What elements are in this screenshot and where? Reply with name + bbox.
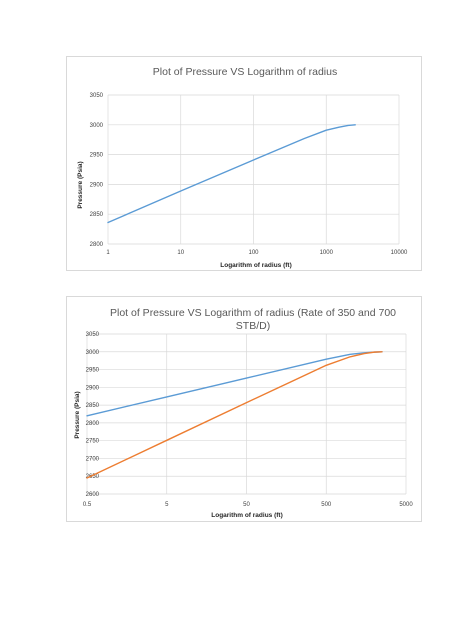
- chart-1-x-tick-label: 10000: [391, 250, 408, 256]
- chart-1-x-tick-label: 1: [106, 250, 110, 256]
- chart-2-x-tick-label: 0.5: [83, 502, 92, 508]
- chart-1-y-axis-label: Pressure (Psia): [77, 161, 84, 208]
- chart-2-x-tick-label: 5: [165, 502, 169, 508]
- chart-2-x-tick-label: 500: [321, 502, 332, 508]
- chart-1-y-tick-label: 2900: [90, 182, 104, 188]
- chart-1-y-tick-label: 3000: [90, 123, 104, 129]
- chart-1-x-tick-labels: 1 10 100 1000 10000: [106, 250, 408, 256]
- chart-1-series: [107, 124, 356, 224]
- chart-1-title: Plot of Pressure VS Logarithm of radius: [153, 66, 337, 78]
- chart-2-y-tick-label: 2650: [86, 474, 100, 480]
- chart-2-x-tick-labels: 0.5 5 50 500 5000: [83, 502, 414, 508]
- chart-1-y-tick-label: 2800: [90, 242, 104, 248]
- chart-2-title-line-2: STB/D): [236, 320, 270, 332]
- chart-1-x-tick-label: 1000: [320, 250, 334, 256]
- chart-2-series: [86, 351, 383, 479]
- chart-1-y-tick-label: 3050: [90, 93, 104, 99]
- chart-2-y-tick-label: 2900: [86, 385, 100, 391]
- chart-2-y-axis-label: Pressure (Psia): [74, 391, 81, 438]
- chart-2-y-tick-label: 2850: [86, 403, 100, 409]
- chart-2-svg: Plot of Pressure VS Logarithm of radius …: [74, 307, 414, 519]
- chart-1-y-tick-labels: 2800 2850 2900 2950 3000 3050: [90, 93, 104, 248]
- chart-2-y-tick-label: 3050: [86, 332, 100, 338]
- chart-2-y-tick-label: 2800: [86, 421, 100, 427]
- chart-2-y-tick-label: 3000: [86, 350, 100, 356]
- chart-2-y-tick-label: 2950: [86, 368, 100, 374]
- chart-1-y-tick-label: 2950: [90, 153, 104, 159]
- chart-2-series-line-2: [86, 351, 383, 479]
- chart-2-x-tick-label: 50: [243, 502, 250, 508]
- chart-1-svg: Plot of Pressure VS Logarithm of radius …: [77, 66, 408, 269]
- chart-2-y-tick-label: 2700: [86, 456, 100, 462]
- chart-2-y-tick-label: 2600: [86, 492, 100, 498]
- chart-1-y-tick-label: 2850: [90, 212, 104, 218]
- chart-1-series-line-1: [107, 124, 356, 224]
- chart-2-gridlines: [86, 333, 407, 495]
- chart-1-x-tick-label: 10: [177, 250, 184, 256]
- chart-1-x-axis-label: Logarithm of radius (ft): [220, 262, 292, 269]
- chart-2-y-tick-label: 2750: [86, 439, 100, 445]
- chart-2-x-tick-label: 5000: [399, 502, 413, 508]
- chart-2-title-line-1: Plot of Pressure VS Logarithm of radius …: [110, 307, 396, 319]
- chart-2-y-tick-labels: 2600 2650 2700 2750 2800 2850 2900 2950 3000 3050: [86, 332, 100, 498]
- chart-1-x-tick-label: 100: [248, 250, 259, 256]
- chart-1-gridlines: [107, 94, 400, 245]
- chart-2-card: Plot of Pressure VS Logarithm of radius …: [66, 296, 422, 522]
- chart-1-card: Plot of Pressure VS Logarithm of radius …: [66, 56, 422, 271]
- chart-2-x-axis-label: Logarithm of radius (ft): [211, 512, 283, 519]
